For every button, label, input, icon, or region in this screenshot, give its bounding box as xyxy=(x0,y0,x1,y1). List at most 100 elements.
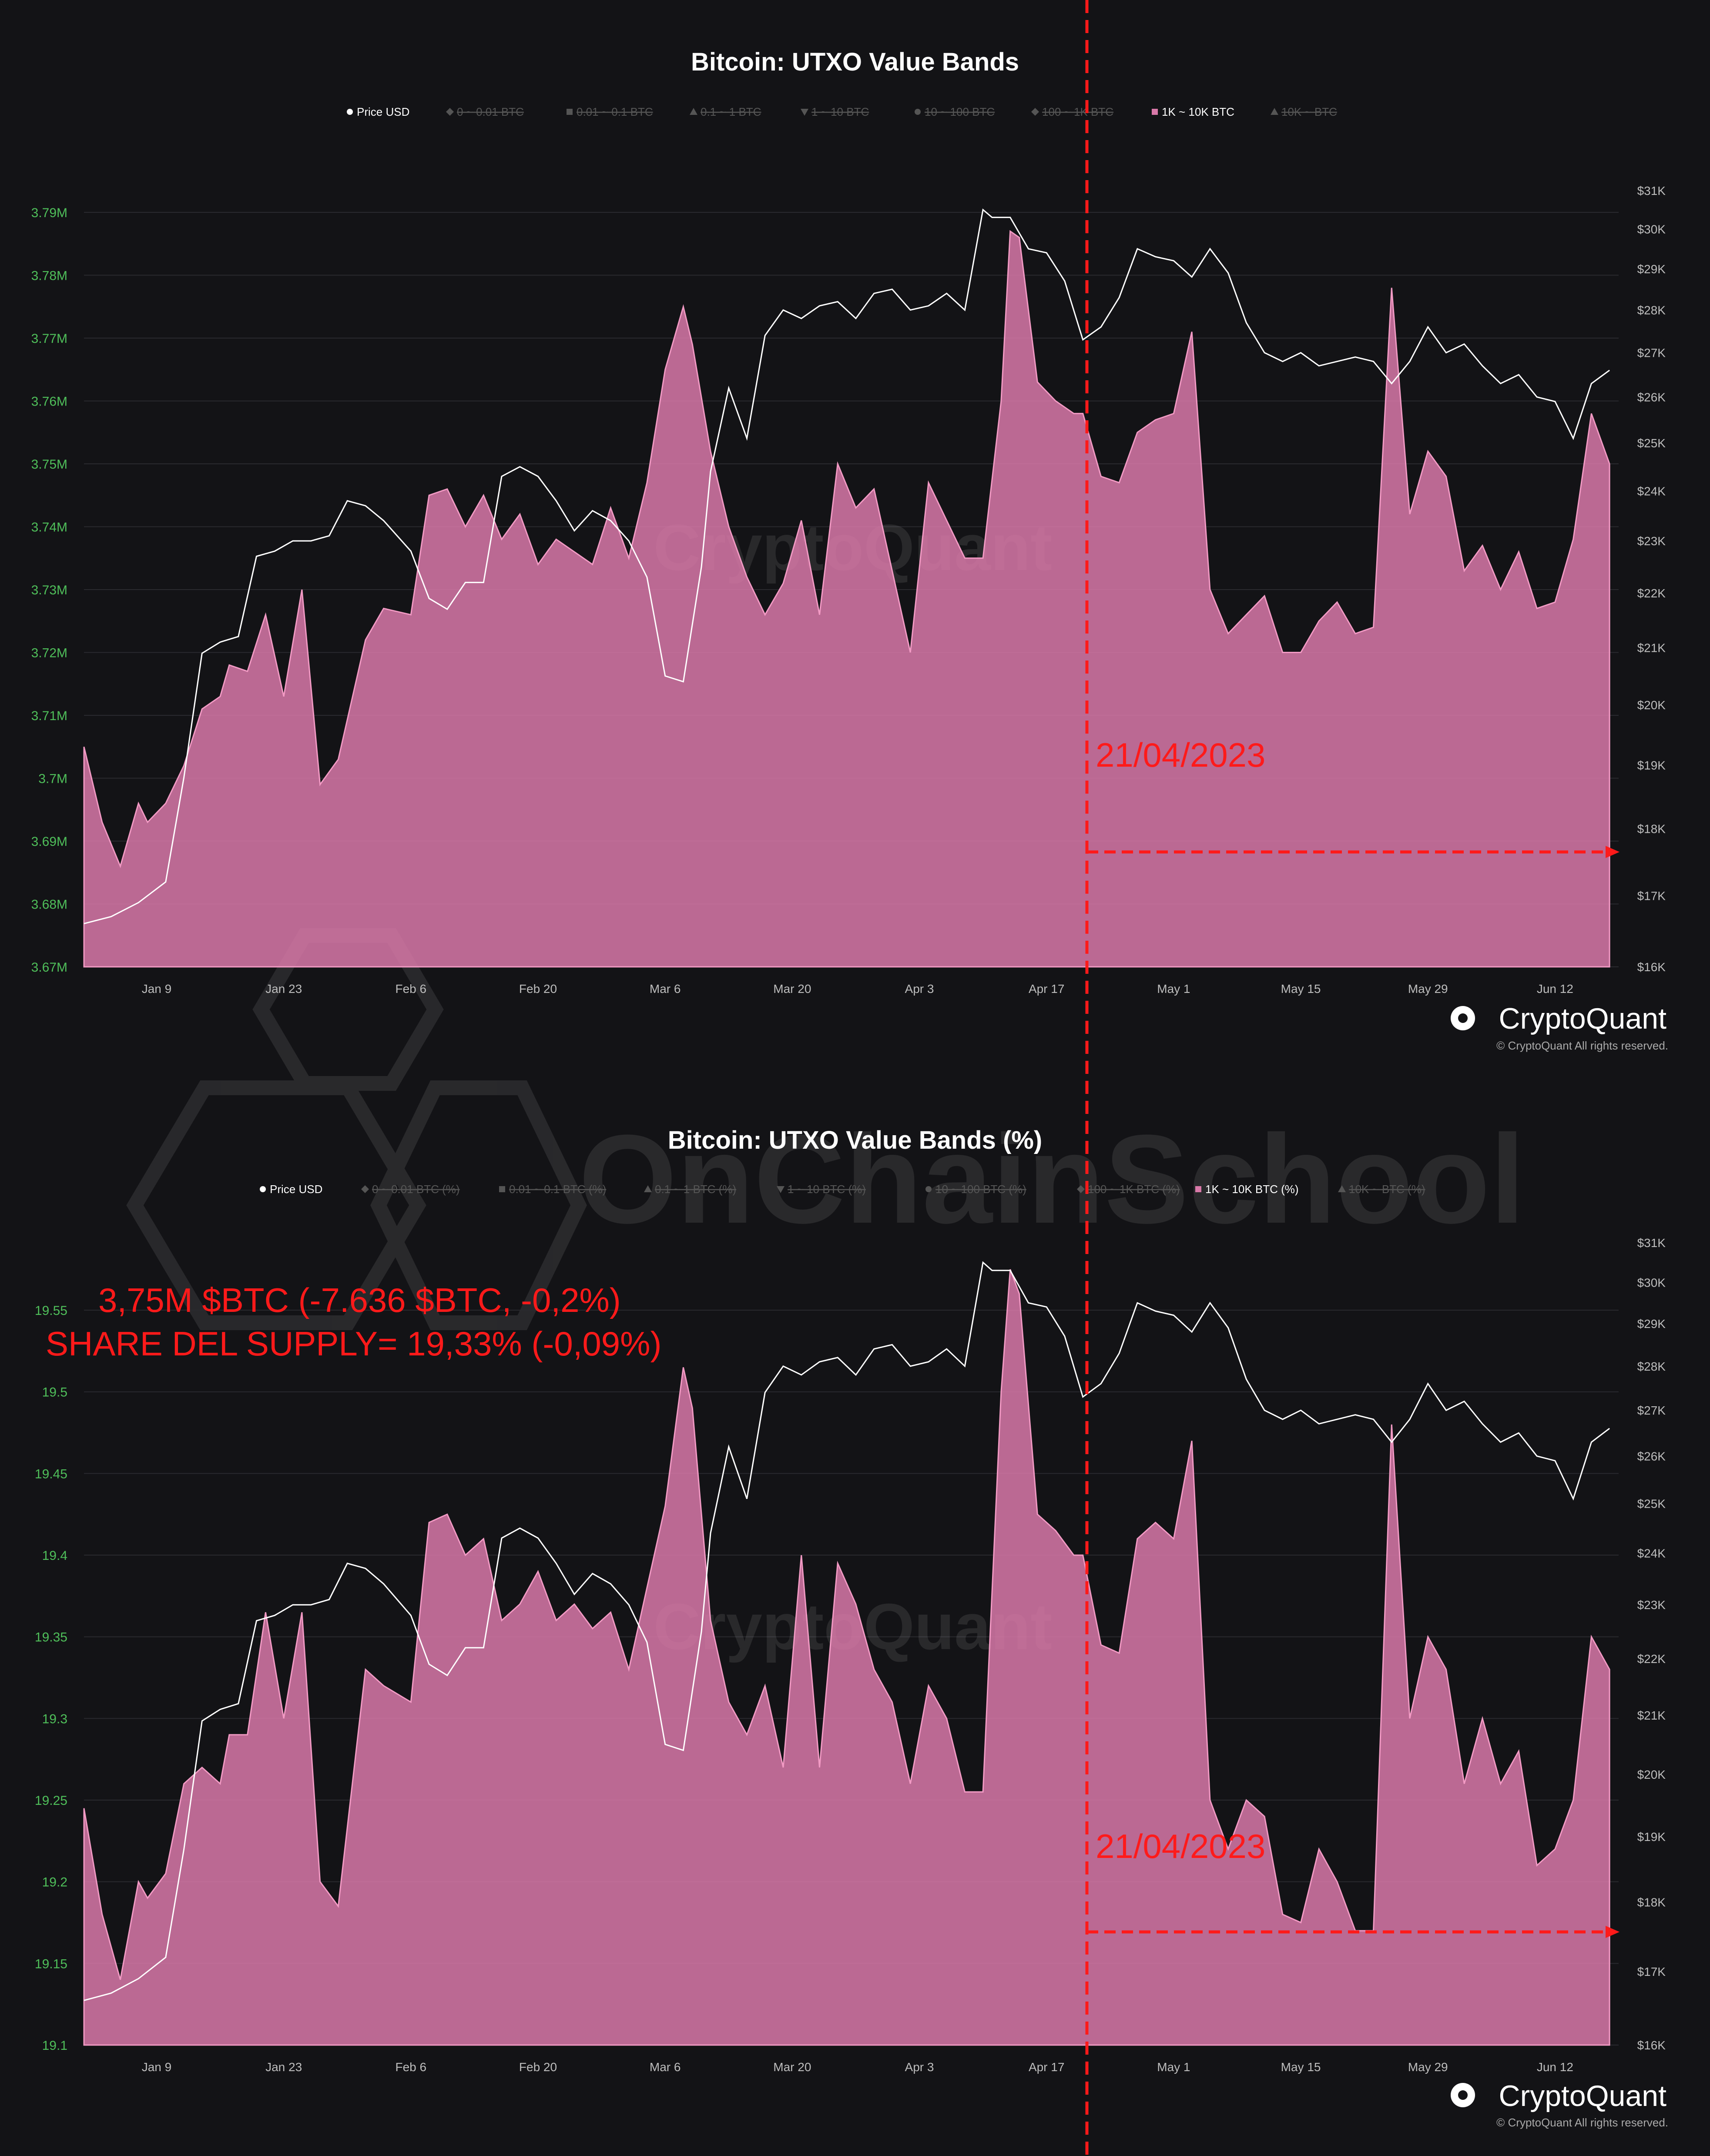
x-tick-label: Mar 6 xyxy=(650,2060,681,2074)
right-tick-label: $31K xyxy=(1637,184,1666,198)
legend-item-1-10-btc[interactable]: 1 ~ 10 BTC (%) xyxy=(777,1183,866,1196)
right-tick-label: $16K xyxy=(1637,960,1666,974)
hexagon-logo-icon xyxy=(370,1080,587,1330)
legend-diamond-icon xyxy=(1031,108,1039,116)
legend-item-100-1k-btc[interactable]: 100 ~ 1K BTC xyxy=(1031,105,1113,118)
legend-item-price-usd[interactable]: Price USD xyxy=(260,1183,322,1196)
left-tick-label: 3.75M xyxy=(31,457,67,472)
legend-label: 0 ~ 0.01 BTC xyxy=(457,105,524,118)
legend-label: 1K ~ 10K BTC (%) xyxy=(1205,1183,1299,1196)
copyright: © CryptoQuant All rights reserved. xyxy=(1496,2116,1668,2129)
x-tick-label: Mar 6 xyxy=(650,982,681,996)
x-tick-label: Jun 12 xyxy=(1537,982,1573,996)
legend-item-1k-10k-btc[interactable]: 1K ~ 10K BTC (%) xyxy=(1195,1183,1299,1196)
right-tick-label: $27K xyxy=(1637,1404,1666,1417)
cryptoquant-logo-icon-inner xyxy=(1458,1013,1468,1023)
summary-line-1: 3,75M $BTC (-7.636 $BTC, -0,2%) xyxy=(98,1281,621,1319)
legend-circle-icon xyxy=(347,109,353,115)
chart-title: Bitcoin: UTXO Value Bands xyxy=(691,48,1019,76)
left-tick-label: 19.4 xyxy=(42,1549,67,1563)
legend-label: 0 ~ 0.01 BTC (%) xyxy=(372,1183,460,1196)
x-tick-label: May 29 xyxy=(1408,2060,1448,2074)
right-tick-label: $19K xyxy=(1637,758,1666,772)
legend-label: 10 ~ 100 BTC xyxy=(925,105,995,118)
legend-circle-icon xyxy=(260,1186,266,1192)
arrowhead-icon xyxy=(1606,846,1619,858)
left-tick-label: 3.7M xyxy=(38,772,67,786)
series-1k-10k-btc-pct-area xyxy=(83,1269,1610,2046)
x-tick-label: Jan 9 xyxy=(142,982,172,996)
x-tick-label: Apr 3 xyxy=(905,2060,934,2074)
onchainschool-watermark-text: OnChainSchool xyxy=(579,1109,1525,1250)
right-tick-label: $23K xyxy=(1637,1598,1666,1612)
left-tick-label: 19.3 xyxy=(42,1712,67,1726)
legend-label: 1K ~ 10K BTC xyxy=(1162,105,1234,118)
chart-legend: Price USD 0 ~ 0.01 BTC 0.01 ~ 0.1 BTC 0.1 ~… xyxy=(347,105,1337,118)
legend-item-0-1-1-btc[interactable]: 0.1 ~ 1 BTC (%) xyxy=(644,1183,736,1196)
legend-item-10-100-btc[interactable]: 10 ~ 100 BTC (%) xyxy=(925,1183,1026,1196)
legend-triangle-icon xyxy=(690,108,697,115)
legend-diamond-icon xyxy=(446,108,454,116)
left-tick-label: 3.78M xyxy=(31,269,67,283)
legend-item-0-01-0-1-btc[interactable]: 0.01 ~ 0.1 BTC (%) xyxy=(499,1183,606,1196)
legend-label: 0.01 ~ 0.1 BTC xyxy=(577,105,653,118)
legend-square-icon xyxy=(1195,1186,1201,1192)
legend-item-price-usd[interactable]: Price USD xyxy=(347,105,409,118)
legend-item-0-01-0-1-btc[interactable]: 0.01 ~ 0.1 BTC xyxy=(567,105,653,118)
x-tick-label: Jan 23 xyxy=(265,982,302,996)
x-tick-label: May 29 xyxy=(1408,982,1448,996)
left-tick-label: 3.68M xyxy=(31,898,67,912)
date-marker-label-bottom: 21/04/2023 xyxy=(1096,1827,1265,1865)
legend-item-100-1k-btc[interactable]: 100 ~ 1K BTC (%) xyxy=(1077,1183,1180,1196)
cryptoquant-logo: CryptoQuant xyxy=(1451,1002,1666,1035)
right-tick-label: $17K xyxy=(1637,889,1666,902)
legend-label: Price USD xyxy=(270,1183,322,1196)
right-tick-label: $30K xyxy=(1637,222,1666,236)
legend-circle-icon xyxy=(915,109,921,115)
legend-item-1-10-btc[interactable]: 1 ~ 10 BTC xyxy=(801,105,869,118)
legend-item-0-1-1-btc[interactable]: 0.1 ~ 1 BTC xyxy=(690,105,761,118)
legend-item-10-100-btc[interactable]: 10 ~ 100 BTC xyxy=(915,105,995,118)
right-tick-label: $21K xyxy=(1637,641,1666,655)
right-tick-label: $22K xyxy=(1637,1652,1666,1666)
x-tick-label: Apr 17 xyxy=(1029,2060,1065,2074)
hexagon-logo-icon xyxy=(126,1080,426,1330)
right-tick-label: $23K xyxy=(1637,534,1666,548)
left-tick-label: 3.79M xyxy=(31,206,67,220)
right-tick-label: $18K xyxy=(1637,822,1666,835)
legend-label: Price USD xyxy=(357,105,409,118)
right-axis: $16K $17K $18K $19K $20K $21K $22K $23K $24K $25K… xyxy=(1637,184,1666,974)
legend-item-10k-btc[interactable]: 10K ~ BTC (%) xyxy=(1338,1183,1425,1196)
right-axis: $16K $17K $18K $19K $20K $21K $22K $23K $24K $25K… xyxy=(1637,1236,1666,2052)
left-tick-label: 19.45 xyxy=(35,1467,67,1481)
left-tick-label: 3.71M xyxy=(31,709,67,723)
right-tick-label: $20K xyxy=(1637,698,1666,712)
left-axis: 19.1 19.15 19.2 19.25 19.3 19.35 19.4 19.45 19.5… xyxy=(35,1304,67,2053)
x-tick-label: Feb 6 xyxy=(396,982,427,996)
legend-label: 10K ~ BTC (%) xyxy=(1349,1183,1425,1196)
legend-triangle-down-icon xyxy=(801,109,808,116)
x-tick-label: Feb 20 xyxy=(519,2060,557,2074)
copyright: © CryptoQuant All rights reserved. xyxy=(1496,1039,1668,1052)
legend-square-icon xyxy=(499,1186,505,1192)
legend-item-1k-10k-btc[interactable]: 1K ~ 10K BTC xyxy=(1152,105,1234,118)
legend-triangle-icon xyxy=(644,1185,652,1192)
legend-triangle-down-icon xyxy=(777,1186,785,1193)
legend-item-10k-btc[interactable]: 10K ~ BTC xyxy=(1271,105,1337,118)
x-tick-label: Mar 20 xyxy=(773,2060,811,2074)
x-tick-label: Feb 20 xyxy=(519,982,557,996)
legend-label: 100 ~ 1K BTC xyxy=(1042,105,1113,118)
left-tick-label: 19.1 xyxy=(42,2039,67,2053)
x-tick-label: May 15 xyxy=(1281,2060,1321,2074)
legend-diamond-icon xyxy=(1077,1185,1085,1193)
legend-item-0-0-01-btc[interactable]: 0 ~ 0.01 BTC (%) xyxy=(361,1183,460,1196)
left-tick-label: 19.35 xyxy=(35,1630,67,1645)
summary-line-2: SHARE DEL SUPPLY= 19,33% (-0,09%) xyxy=(46,1324,661,1363)
x-tick-label: May 1 xyxy=(1157,982,1190,996)
legend-item-0-0-01-btc[interactable]: 0 ~ 0.01 BTC xyxy=(446,105,524,118)
date-marker-label-top: 21/04/2023 xyxy=(1096,736,1265,774)
left-tick-label: 19.15 xyxy=(35,1957,67,1971)
x-axis: Jan 9 Jan 23 Feb 6 Feb 20 Mar 6 Mar 20 Apr 3 Ap… xyxy=(142,982,1573,996)
right-tick-label: $16K xyxy=(1637,2039,1666,2052)
legend-label: 10 ~ 100 BTC (%) xyxy=(935,1183,1026,1196)
